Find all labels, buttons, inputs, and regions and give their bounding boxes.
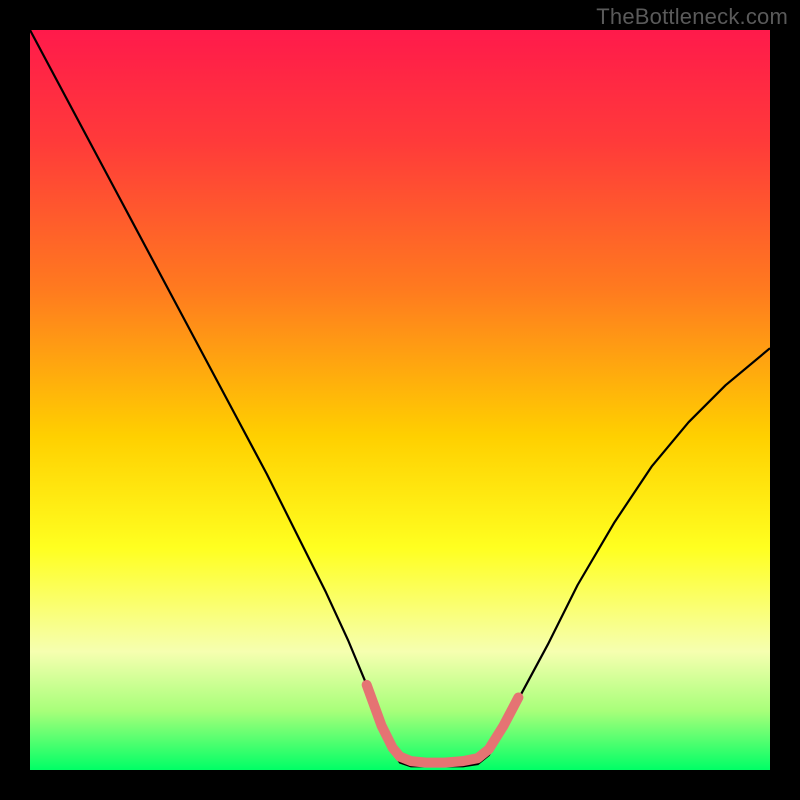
watermark-text: TheBottleneck.com (596, 4, 788, 30)
bottleneck-curve-chart (0, 0, 800, 800)
chart-frame: TheBottleneck.com (0, 0, 800, 800)
